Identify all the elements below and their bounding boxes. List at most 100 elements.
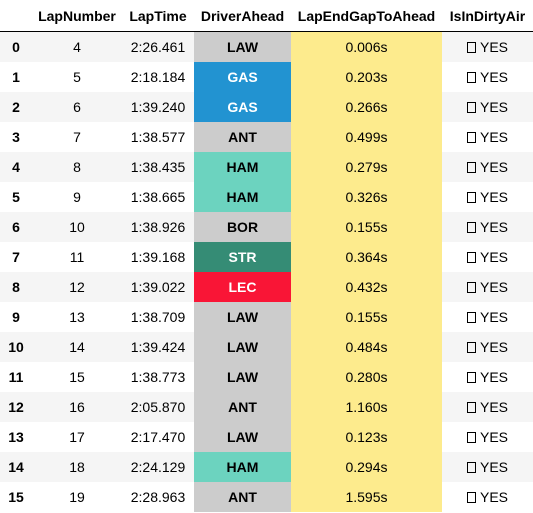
checkbox-icon xyxy=(466,432,476,443)
lap-number-cell: 4 xyxy=(32,31,122,62)
checkbox-icon xyxy=(466,492,476,503)
driver-ahead-cell: HAM xyxy=(194,152,291,182)
dirty-air-cell: YES xyxy=(442,212,533,242)
checkbox-icon xyxy=(466,282,476,293)
lap-number-cell: 19 xyxy=(32,482,122,512)
driver-ahead-cell: STR xyxy=(194,242,291,272)
lap-number-cell: 10 xyxy=(32,212,122,242)
dirty-air-value: YES xyxy=(479,399,508,415)
header-index xyxy=(0,0,32,32)
row-index: 11 xyxy=(0,362,32,392)
lap-number-cell: 14 xyxy=(32,332,122,362)
lap-time-cell: 2:18.184 xyxy=(122,62,194,92)
lap-time-cell: 2:26.461 xyxy=(122,31,194,62)
checkbox-icon xyxy=(466,192,476,203)
gap-to-ahead-cell: 0.499s xyxy=(291,122,442,152)
lap-time-cell: 2:05.870 xyxy=(122,392,194,422)
dirty-air-value: YES xyxy=(479,279,508,295)
table-row: 9 13 1:38.709 LAW 0.155s YES xyxy=(0,302,533,332)
driver-ahead-cell: LAW xyxy=(194,422,291,452)
driver-ahead-cell: ANT xyxy=(194,122,291,152)
dirty-air-value: YES xyxy=(479,309,508,325)
driver-ahead-cell: LAW xyxy=(194,332,291,362)
lap-number-cell: 15 xyxy=(32,362,122,392)
lap-time-cell: 1:39.240 xyxy=(122,92,194,122)
lap-time-cell: 1:39.168 xyxy=(122,242,194,272)
dirty-air-value: YES xyxy=(479,489,508,505)
checkbox-icon xyxy=(466,462,476,473)
driver-ahead-cell: GAS xyxy=(194,62,291,92)
header-gap-to-ahead: LapEndGapToAhead xyxy=(297,7,436,24)
dirty-air-value: YES xyxy=(479,69,508,85)
gap-to-ahead-cell: 0.155s xyxy=(291,212,442,242)
table-row: 7 11 1:39.168 STR 0.364s YES xyxy=(0,242,533,272)
checkbox-icon xyxy=(466,162,476,173)
row-index: 3 xyxy=(0,122,32,152)
lap-number-cell: 13 xyxy=(32,302,122,332)
table-row: 6 10 1:38.926 BOR 0.155s YES xyxy=(0,212,533,242)
table-row: 0 4 2:26.461 LAW 0.006s YES xyxy=(0,31,533,62)
lap-time-cell: 1:38.577 xyxy=(122,122,194,152)
checkbox-icon xyxy=(466,252,476,263)
lap-time-cell: 2:28.963 xyxy=(122,482,194,512)
gap-to-ahead-cell: 0.432s xyxy=(291,272,442,302)
row-index: 4 xyxy=(0,152,32,182)
lap-number-cell: 11 xyxy=(32,242,122,272)
dirty-air-value: YES xyxy=(479,339,508,355)
row-index: 14 xyxy=(0,452,32,482)
checkbox-icon xyxy=(466,342,476,353)
driver-ahead-cell: ANT xyxy=(194,482,291,512)
dirty-air-value: YES xyxy=(479,369,508,385)
table-row: 3 7 1:38.577 ANT 0.499s YES xyxy=(0,122,533,152)
lap-time-cell: 1:38.926 xyxy=(122,212,194,242)
checkbox-icon xyxy=(466,132,476,143)
driver-ahead-cell: BOR xyxy=(194,212,291,242)
dirty-air-cell: YES xyxy=(442,152,533,182)
dirty-air-value: YES xyxy=(479,39,508,55)
row-index: 9 xyxy=(0,302,32,332)
driver-ahead-cell: HAM xyxy=(194,182,291,212)
row-index: 15 xyxy=(0,482,32,512)
gap-to-ahead-cell: 0.155s xyxy=(291,302,442,332)
driver-ahead-cell: LEC xyxy=(194,272,291,302)
checkbox-icon xyxy=(466,102,476,113)
table-row: 14 18 2:24.129 HAM 0.294s YES xyxy=(0,452,533,482)
dirty-air-cell: YES xyxy=(442,182,533,212)
driver-ahead-cell: LAW xyxy=(194,362,291,392)
dirty-air-cell: YES xyxy=(442,332,533,362)
gap-to-ahead-cell: 0.484s xyxy=(291,332,442,362)
lap-time-cell: 1:39.022 xyxy=(122,272,194,302)
dirty-air-cell: YES xyxy=(442,452,533,482)
dirty-air-cell: YES xyxy=(442,422,533,452)
checkbox-icon xyxy=(466,312,476,323)
dirty-air-value: YES xyxy=(479,189,508,205)
lap-time-cell: 1:38.435 xyxy=(122,152,194,182)
dirty-air-cell: YES xyxy=(442,62,533,92)
dirty-air-value: YES xyxy=(479,219,508,235)
table-row: 11 15 1:38.773 LAW 0.280s YES xyxy=(0,362,533,392)
table-row: 12 16 2:05.870 ANT 1.160s YES xyxy=(0,392,533,422)
dirty-air-value: YES xyxy=(479,429,508,445)
lap-number-cell: 17 xyxy=(32,422,122,452)
row-index: 12 xyxy=(0,392,32,422)
row-index: 7 xyxy=(0,242,32,272)
driver-ahead-cell: HAM xyxy=(194,452,291,482)
header-dirty-air: IsInDirtyAir xyxy=(449,7,526,24)
gap-to-ahead-cell: 0.123s xyxy=(291,422,442,452)
checkbox-icon xyxy=(466,402,476,413)
header-lap-time: LapTime xyxy=(129,7,187,24)
header-lap-number: LapNumber xyxy=(38,7,116,24)
dirty-air-cell: YES xyxy=(442,482,533,512)
lap-number-cell: 6 xyxy=(32,92,122,122)
lap-number-cell: 8 xyxy=(32,152,122,182)
lap-time-cell: 1:38.665 xyxy=(122,182,194,212)
row-index: 8 xyxy=(0,272,32,302)
driver-ahead-cell: ANT xyxy=(194,392,291,422)
dirty-air-cell: YES xyxy=(442,272,533,302)
lap-time-cell: 1:38.773 xyxy=(122,362,194,392)
row-index: 6 xyxy=(0,212,32,242)
lap-time-cell: 2:17.470 xyxy=(122,422,194,452)
table-row: 5 9 1:38.665 HAM 0.326s YES xyxy=(0,182,533,212)
checkbox-icon xyxy=(466,72,476,83)
lap-time-cell: 1:38.709 xyxy=(122,302,194,332)
